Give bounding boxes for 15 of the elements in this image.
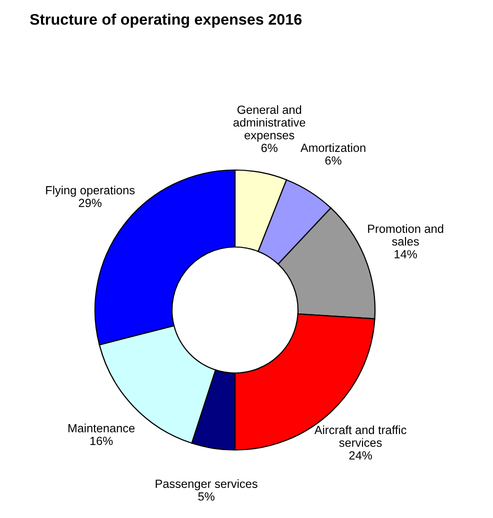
- slice-label: Amortization: [300, 143, 366, 152]
- data-label: 24%: [349, 451, 372, 460]
- data-label: 5%: [198, 492, 214, 501]
- slice-label: Flying operations: [46, 186, 135, 197]
- slice-label: General and administrative expenses: [233, 105, 306, 142]
- data-label: 29%: [78, 198, 102, 208]
- data-label: 16%: [90, 436, 113, 446]
- slice-label: Aircraft and traffic services: [314, 425, 406, 447]
- data-label: 14%: [394, 250, 417, 258]
- slice-label: Maintenance: [68, 424, 135, 432]
- slice-label: Passenger services: [156, 479, 258, 490]
- data-label: 6%: [325, 156, 342, 165]
- chart-title: Structure of operating expenses 2016: [30, 14, 302, 28]
- data-label: 6%: [261, 144, 278, 152]
- slice-label: Promotion and sales: [368, 224, 444, 246]
